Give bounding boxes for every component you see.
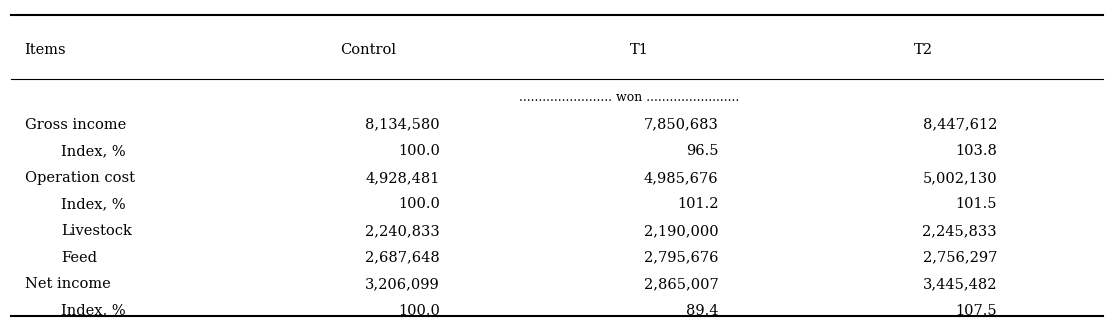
Text: 100.0: 100.0 (398, 144, 440, 158)
Text: 2,245,833: 2,245,833 (922, 224, 997, 238)
Text: 5,002,130: 5,002,130 (922, 171, 997, 185)
Text: Livestock: Livestock (61, 224, 133, 238)
Text: Operation cost: Operation cost (25, 171, 135, 185)
Text: Feed: Feed (61, 250, 97, 265)
Text: Net income: Net income (25, 277, 110, 291)
Text: 96.5: 96.5 (686, 144, 719, 158)
Text: Gross income: Gross income (25, 118, 126, 132)
Text: 100.0: 100.0 (398, 197, 440, 212)
Text: Control: Control (340, 43, 395, 57)
Text: 101.5: 101.5 (956, 197, 997, 212)
Text: 3,445,482: 3,445,482 (922, 277, 997, 291)
Text: 101.2: 101.2 (677, 197, 719, 212)
Text: Index, %: Index, % (61, 304, 126, 318)
Text: T2: T2 (913, 43, 932, 57)
Text: 103.8: 103.8 (955, 144, 997, 158)
Text: 89.4: 89.4 (686, 304, 719, 318)
Text: 8,447,612: 8,447,612 (922, 118, 997, 132)
Text: 4,928,481: 4,928,481 (365, 171, 440, 185)
Text: 2,865,007: 2,865,007 (644, 277, 719, 291)
Text: 8,134,580: 8,134,580 (365, 118, 440, 132)
Text: 2,240,833: 2,240,833 (365, 224, 440, 238)
Text: ........................ won ........................: ........................ won ...........… (519, 91, 740, 104)
Text: Index, %: Index, % (61, 144, 126, 158)
Text: 4,985,676: 4,985,676 (644, 171, 719, 185)
Text: 2,687,648: 2,687,648 (365, 250, 440, 265)
Text: 2,756,297: 2,756,297 (922, 250, 997, 265)
Text: Index, %: Index, % (61, 197, 126, 212)
Text: T1: T1 (629, 43, 648, 57)
Text: 107.5: 107.5 (956, 304, 997, 318)
Text: 3,206,099: 3,206,099 (365, 277, 440, 291)
Text: 2,190,000: 2,190,000 (644, 224, 719, 238)
Text: 100.0: 100.0 (398, 304, 440, 318)
Text: 7,850,683: 7,850,683 (644, 118, 719, 132)
Text: 2,795,676: 2,795,676 (644, 250, 719, 265)
Text: Items: Items (25, 43, 66, 57)
